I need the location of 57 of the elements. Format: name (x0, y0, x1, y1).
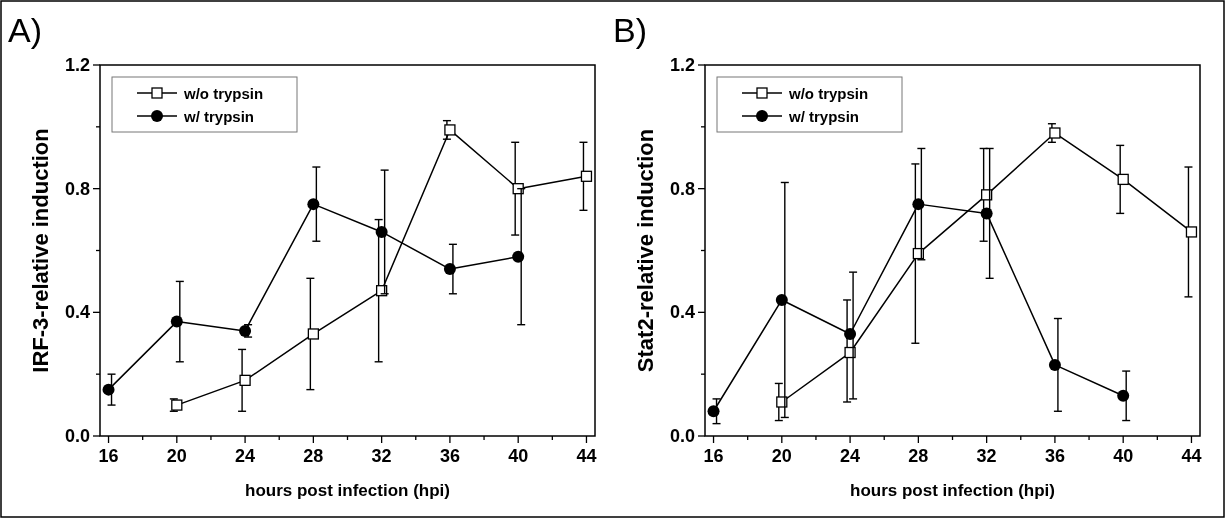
y-tick-label: 0.8 (669, 178, 695, 199)
y-tick-label: 0.0 (64, 426, 90, 446)
point (375, 225, 388, 238)
y-tick-label: 0.0 (669, 426, 695, 446)
point (444, 124, 456, 136)
point (980, 189, 993, 201)
x-tick-label: 24 (840, 446, 861, 466)
point (239, 324, 252, 337)
legend-label: w/o trypsin (183, 85, 264, 102)
x-axis-title: hours post infection (hpi) (850, 481, 1055, 500)
y-tick-label: 0.4 (669, 302, 695, 323)
point (580, 170, 593, 182)
point (707, 405, 720, 418)
point (170, 315, 183, 328)
legend-label: w/o trypsin (788, 85, 869, 102)
x-tick-label: 36 (1044, 446, 1065, 466)
x-tick-label: 28 (303, 446, 324, 466)
point (1117, 173, 1129, 186)
x-tick-label: 32 (976, 446, 997, 466)
point (102, 383, 115, 396)
x-tick-label: 44 (576, 446, 597, 466)
point (980, 207, 993, 220)
x-tick-label: 20 (771, 446, 792, 466)
point (512, 250, 525, 263)
x-tick-label: 40 (508, 446, 529, 466)
x-tick-label: 28 (908, 446, 929, 466)
y-axis-title: Stat2-relative induction (633, 128, 658, 373)
point (844, 327, 857, 340)
x-axis-title: hours post infection (hpi) (245, 481, 450, 500)
x-tick-label: 44 (1181, 446, 1202, 466)
point (307, 198, 320, 211)
point (239, 374, 251, 386)
x-tick-label: 16 (98, 446, 119, 466)
point (307, 328, 320, 340)
legend-label: w/ trypsin (183, 108, 255, 125)
x-tick-label: 40 (1113, 446, 1134, 466)
point (1117, 389, 1130, 402)
point (171, 399, 183, 411)
point (912, 198, 925, 211)
chart-title: B) (613, 11, 647, 49)
point (443, 263, 456, 276)
y-axis-title: IRF-3-relative induction (28, 128, 53, 373)
point (1185, 226, 1198, 238)
point (1048, 358, 1061, 371)
x-tick-label: 32 (371, 446, 392, 466)
chart-title: A) (8, 11, 42, 49)
legend-label: w/ trypsin (788, 108, 860, 125)
x-tick-label: 16 (703, 446, 724, 466)
x-tick-label: 36 (439, 446, 460, 466)
point (775, 293, 788, 306)
point (1049, 127, 1061, 139)
y-tick-label: 1.2 (669, 55, 695, 75)
y-tick-label: 0.8 (64, 178, 90, 199)
y-tick-label: 1.2 (64, 55, 90, 75)
x-tick-label: 24 (235, 446, 256, 466)
y-tick-label: 0.4 (64, 302, 90, 323)
x-tick-label: 20 (166, 446, 187, 466)
